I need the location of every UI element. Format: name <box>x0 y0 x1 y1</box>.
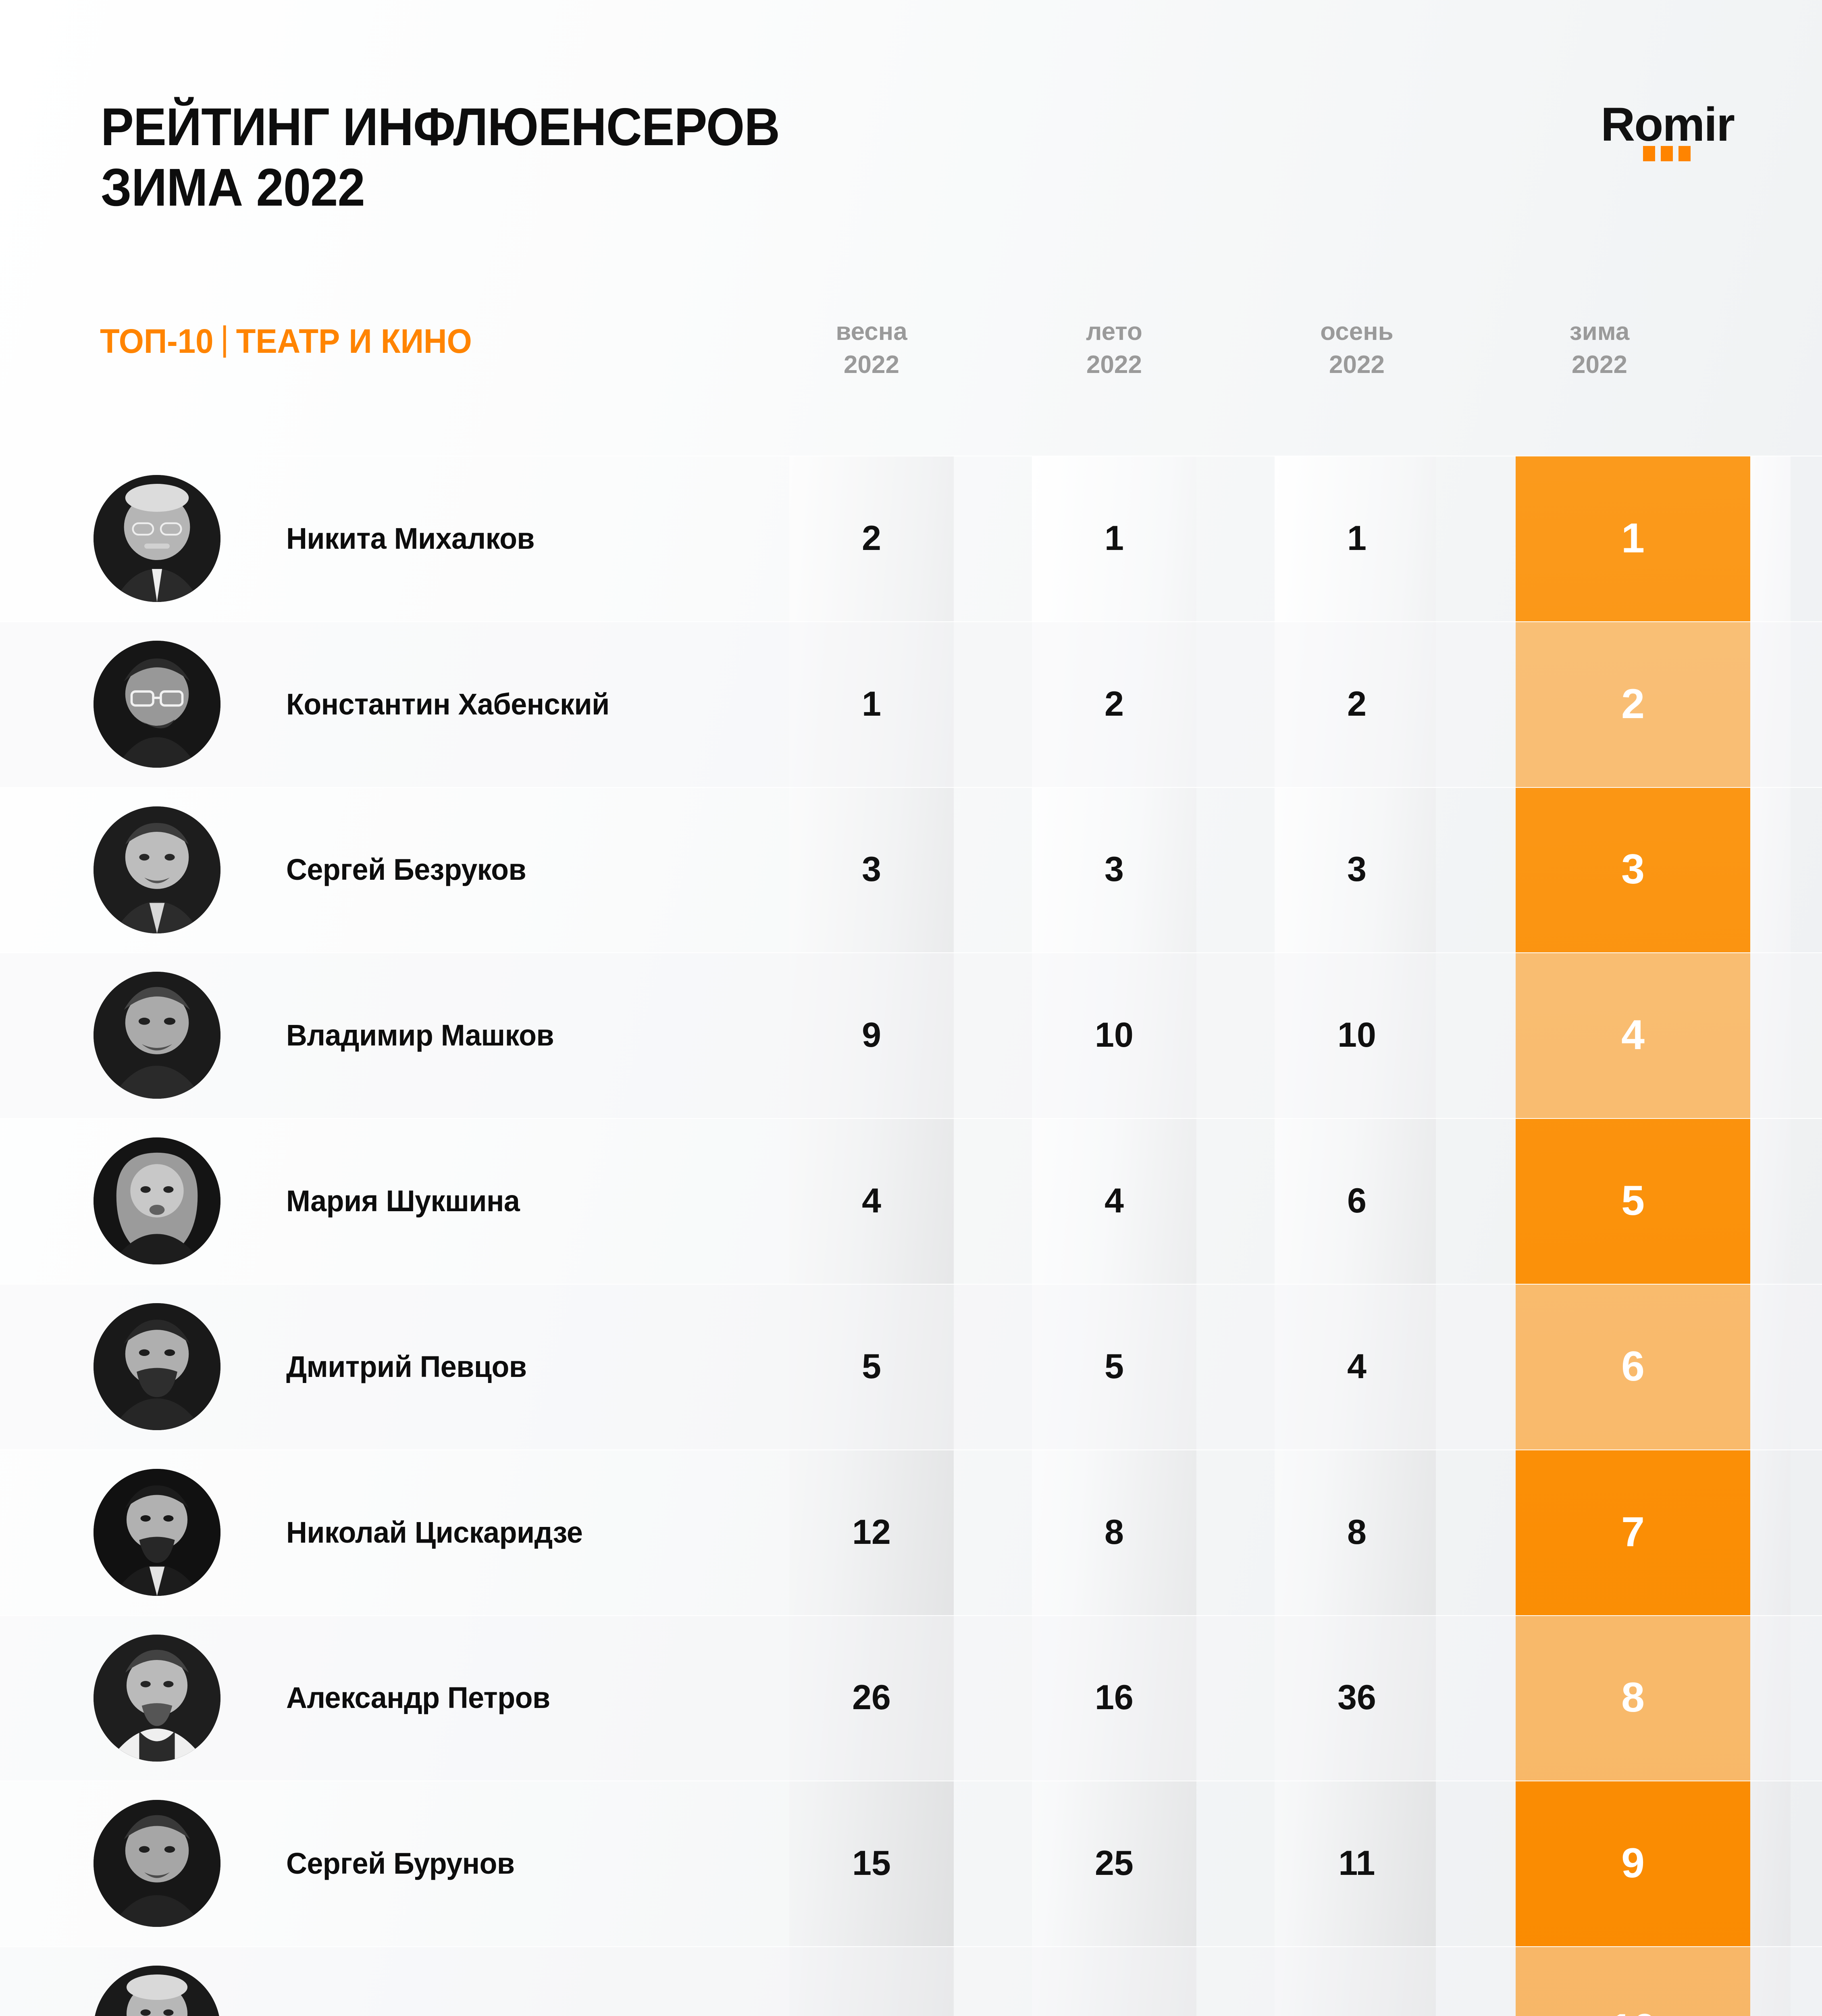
person-name: Константин Хабенский <box>286 687 609 721</box>
table-row[interactable]: Сергей Безруков 3 3 3 3 <box>0 787 1822 953</box>
avatar <box>94 1303 220 1430</box>
ranking-rows: Никита Михалков 2 1 1 1 Константин <box>0 456 1822 2016</box>
column-header-summer-year: 2022 <box>1086 351 1142 379</box>
rank-autumn: 11 <box>1338 1844 1375 1883</box>
rank-winter: 4 <box>1621 1012 1645 1059</box>
rank-summer: 5 <box>1104 1347 1124 1386</box>
romir-logo-text: Romir <box>1601 98 1735 151</box>
avatar <box>94 475 220 602</box>
rank-autumn: 6 <box>1347 1181 1366 1220</box>
rank-winter: 8 <box>1621 1674 1645 1721</box>
rank-autumn: 4 <box>1347 1347 1366 1386</box>
page-header: РЕЙТИНГ ИНФЛЮЕНСЕРОВ ЗИМА 2022 Romir <box>0 0 1822 282</box>
person-name: Федор Добронравов <box>286 2012 582 2016</box>
table-row[interactable]: Сергей Бурунов 15 25 11 9 <box>0 1781 1822 1946</box>
avatar <box>94 1634 220 1762</box>
avatar <box>94 640 220 768</box>
rank-spring: 1 <box>862 684 881 723</box>
column-header-autumn: осень 2022 <box>1276 315 1437 382</box>
rank-summer: 1 <box>1104 519 1124 558</box>
rank-autumn: 8 <box>1347 1512 1366 1552</box>
avatar <box>94 972 220 1099</box>
rank-spring: 26 <box>852 1678 891 1717</box>
section-title-category: ТЕАТР И КИНО <box>236 322 472 360</box>
rank-spring: 2 <box>862 519 881 558</box>
rank-summer: 8 <box>1104 1512 1124 1552</box>
rank-summer: 16 <box>1095 1678 1134 1717</box>
rank-summer: 10 <box>1095 1016 1134 1055</box>
rank-autumn: 3 <box>1347 850 1366 889</box>
ranking-table: Никита Михалков 2 1 1 1 Константин <box>0 456 1822 2016</box>
rank-autumn: 14 <box>1276 2009 1437 2016</box>
table-row[interactable]: Никита Михалков 2 1 1 1 <box>0 456 1822 621</box>
avatar <box>94 806 220 933</box>
romir-logo-dots <box>1643 146 1691 161</box>
avatar <box>94 1137 220 1265</box>
table-row[interactable]: Николай Цискаридзе 12 8 8 7 <box>0 1449 1822 1615</box>
table-row[interactable]: Дмитрий Певцов 5 5 4 6 <box>0 1283 1822 1450</box>
rank-winter: 1 <box>1621 514 1645 562</box>
table-row[interactable]: Федор Добронравов - 31 14 10 <box>0 1946 1822 2016</box>
column-header-summer: лето 2022 <box>1034 315 1195 382</box>
rank-spring: 12 <box>852 1512 891 1552</box>
column-header-autumn-season: осень <box>1320 318 1394 346</box>
table-column-header: ТОП-10 ТЕАТР И КИНО весна 2022 лето 2022 … <box>0 306 1822 439</box>
column-header-winter: зима 2022 <box>1519 315 1680 382</box>
rank-winter: 9 <box>1621 1840 1645 1887</box>
rank-winter: 6 <box>1621 1343 1645 1390</box>
rank-summer: 3 <box>1104 850 1124 889</box>
rank-spring: 3 <box>862 850 881 889</box>
romir-logo[interactable]: Romir <box>1492 98 1735 190</box>
rank-autumn: 1 <box>1347 519 1366 558</box>
column-header-winter-year: 2022 <box>1572 351 1627 379</box>
section-title-divider <box>223 325 226 358</box>
rank-spring: 5 <box>862 1347 881 1386</box>
person-name: Александр Петров <box>286 1681 550 1715</box>
rank-autumn: 10 <box>1337 1016 1376 1055</box>
logo-square-3 <box>1678 146 1691 161</box>
table-row[interactable]: Константин Хабенский 1 2 2 2 <box>0 621 1822 787</box>
rank-autumn: 2 <box>1347 684 1366 723</box>
person-name: Никита Михалков <box>286 521 535 555</box>
rank-winter: 10 <box>1552 2005 1714 2016</box>
column-header-winter-season: зима <box>1569 318 1630 346</box>
column-header-spring-season: весна <box>836 318 907 346</box>
rank-spring: 9 <box>862 1016 881 1055</box>
person-name: Владимир Машков <box>286 1018 554 1052</box>
avatar <box>94 1966 220 2016</box>
rank-winter: 7 <box>1621 1508 1645 1556</box>
column-header-autumn-year: 2022 <box>1329 351 1385 379</box>
rank-winter: 3 <box>1621 846 1645 893</box>
table-row[interactable]: Мария Шукшина 4 4 6 5 <box>0 1118 1822 1284</box>
table-row[interactable]: Владимир Машков 9 10 10 4 <box>0 952 1822 1118</box>
page-title-line-1: РЕЙТИНГ ИНФЛЮЕНСЕРОВ <box>101 97 780 156</box>
person-name: Сергей Бурунов <box>286 1847 515 1881</box>
page-title-line-2: ЗИМА 2022 <box>101 158 365 217</box>
rank-summer: 31 <box>1034 2009 1195 2016</box>
page-title: РЕЙТИНГ ИНФЛЮЕНСЕРОВ ЗИМА 2022 <box>101 97 831 218</box>
column-header-spring: весна 2022 <box>791 315 952 382</box>
person-name: Сергей Безруков <box>286 853 526 887</box>
person-name: Мария Шукшина <box>286 1184 520 1218</box>
rank-spring: - <box>791 2009 952 2016</box>
rank-summer: 2 <box>1104 684 1124 723</box>
rank-spring: 15 <box>852 1844 891 1883</box>
logo-square-1 <box>1643 146 1655 161</box>
rank-winter: 2 <box>1621 680 1645 727</box>
avatar <box>94 1468 220 1596</box>
rank-autumn: 36 <box>1337 1678 1376 1717</box>
rank-summer: 25 <box>1095 1844 1134 1883</box>
column-header-summer-season: лето <box>1086 318 1142 346</box>
section-title-top10: ТОП-10 <box>100 322 214 360</box>
logo-square-2 <box>1661 146 1673 161</box>
person-name: Николай Цискаридзе <box>286 1515 583 1549</box>
person-name: Дмитрий Певцов <box>286 1350 527 1383</box>
column-header-spring-year: 2022 <box>844 351 899 379</box>
table-row[interactable]: Александр Петров 26 16 36 8 <box>0 1615 1822 1781</box>
rank-summer: 4 <box>1104 1181 1124 1220</box>
section-title: ТОП-10 ТЕАТР И КИНО <box>100 322 472 361</box>
avatar <box>94 1800 220 1927</box>
rank-spring: 4 <box>862 1181 881 1220</box>
rank-winter: 5 <box>1621 1177 1645 1225</box>
